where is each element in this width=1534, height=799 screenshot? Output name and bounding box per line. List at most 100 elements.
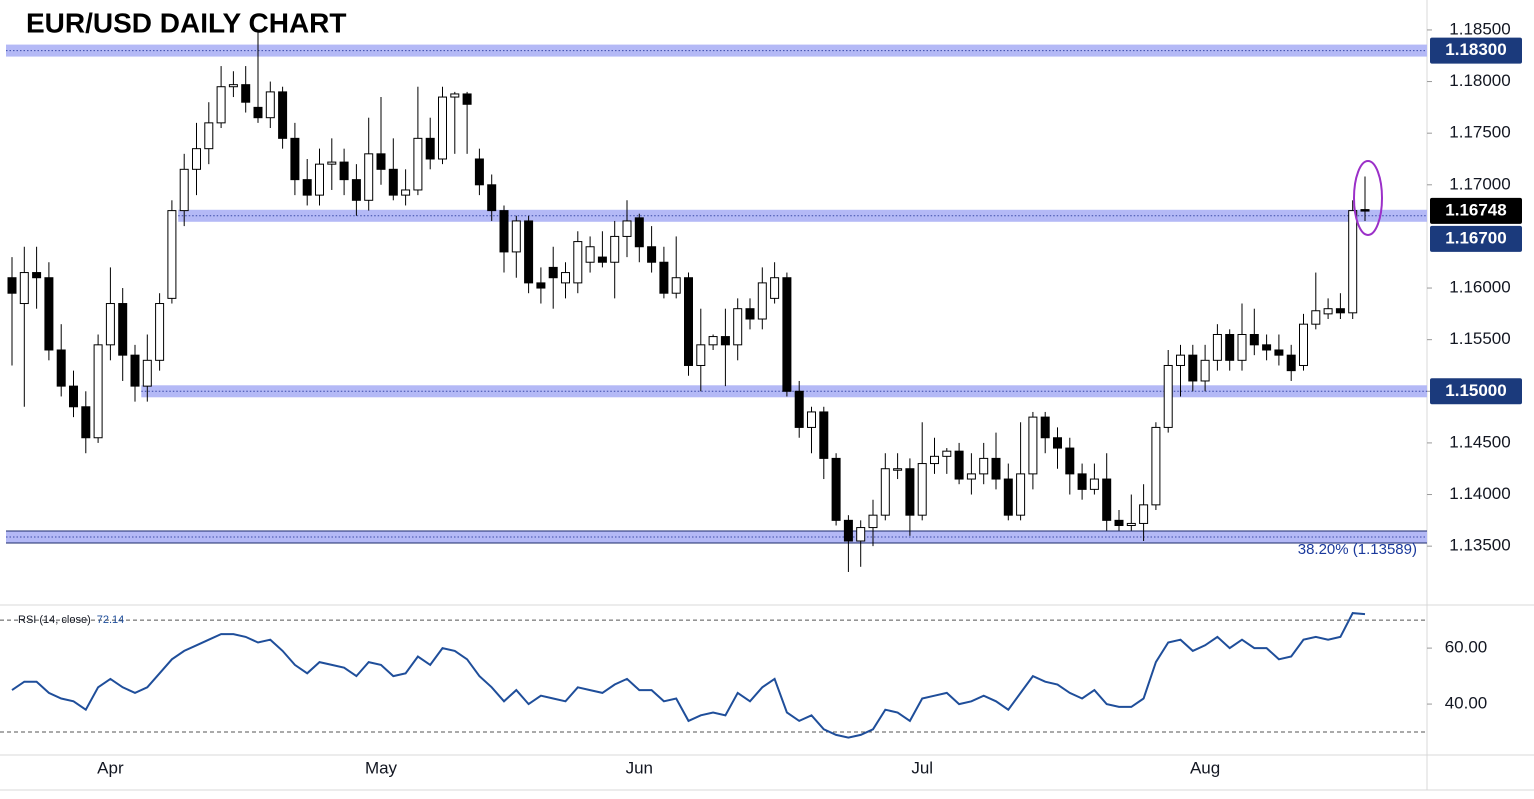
candle-body [524,220,534,284]
candle-body [843,519,853,542]
candle-body [1360,209,1370,212]
candle-body [499,210,509,253]
candle-body [32,272,42,279]
candle-body [1249,334,1259,346]
candle-body [1299,323,1308,366]
last-price-tag [1430,197,1522,224]
candle-body [819,411,829,459]
candle-body [1089,478,1099,490]
candle-body [954,450,964,480]
candle-body [1065,447,1075,475]
candle-body [720,336,730,346]
candle-body [438,96,447,160]
candle-body [44,277,54,351]
y-tick-label: 1.14000 [1449,484,1510,503]
candle-body [425,137,435,160]
candle-body [1335,308,1345,314]
candle-body [634,217,644,248]
candle-body [622,220,632,237]
candle-body [573,241,583,284]
candle-body [708,336,718,346]
candle-body [1139,504,1149,524]
candles [7,29,1370,572]
candle-body [548,266,558,279]
candle-body [265,91,275,119]
candle-body [1163,364,1173,428]
candle-body [69,385,78,408]
highlight-ellipse [1353,160,1383,236]
candle-body [142,359,152,387]
level-tag [1430,225,1522,252]
candle-body [204,122,214,150]
candle-body [991,457,1001,480]
candle-body [696,344,706,366]
y-tick-label: 1.13500 [1449,536,1510,555]
candle-body [462,93,472,105]
candle-body [228,84,238,88]
candle-body [745,308,755,320]
x-tick-label: May [365,758,398,777]
candle-body [671,277,681,294]
level-tag [1430,37,1522,64]
x-tick-label: Jul [911,758,933,777]
candle-body [130,354,140,387]
candle-body [1200,359,1210,382]
candle-body [1151,426,1161,506]
candle-body [511,220,521,253]
candle-body [81,406,91,439]
candle-body [290,137,300,181]
candle-body [930,455,939,465]
candle-body [401,189,411,196]
candle-body [659,261,669,294]
candle-body [585,246,595,263]
candle-body [905,468,915,516]
candle-body [1237,334,1247,361]
candle-body [192,148,201,170]
candle-body [339,161,349,181]
candle-body [19,272,29,305]
candle-body [856,527,866,542]
y-tick-label: 1.17000 [1449,174,1510,193]
candle-body [351,179,361,201]
x-tick-label: Apr [97,758,124,777]
candle-body [1102,478,1112,521]
candle-body [1040,416,1050,439]
level-tag-label: 1.16700 [1445,228,1506,247]
candle-body [105,303,115,346]
levels: 38.20% (1.13589) [6,44,1428,558]
candle-body [93,344,103,439]
candle-body [450,93,460,98]
candle-body [782,277,792,392]
candle-body [155,303,165,361]
candle-body [1028,416,1038,475]
candle-body [1016,473,1026,516]
candle-body [1311,310,1321,325]
candle-body [7,277,17,294]
candle-body [893,468,903,471]
candle-body [302,179,312,196]
axes: 1.18500 1.18000 1.17500 1.17000 1.16000 1.155… [97,19,1522,777]
candle-body [610,235,620,263]
candle-body [1286,354,1296,372]
level-label: 38.20% (1.13589) [1298,541,1417,558]
candle-body [880,468,890,516]
candle-body [868,514,878,529]
rsi-last: 72.14 [97,614,125,626]
candle-body [1323,308,1333,315]
candle-body [1126,522,1136,527]
candle-body [216,86,226,124]
x-tick-label: Jun [626,758,653,777]
candle-body [1003,478,1013,516]
chart-title: EUR/USD DAILY CHART [26,7,346,38]
candle-body [536,282,546,289]
candle-body [253,106,263,119]
candle-body [1188,354,1198,382]
candle-body [942,450,952,457]
level-tag-label: 1.18300 [1445,40,1506,59]
candle-body [1348,210,1358,314]
candle-body [597,256,607,263]
level-tag [1430,378,1522,405]
candle-body [364,153,374,201]
